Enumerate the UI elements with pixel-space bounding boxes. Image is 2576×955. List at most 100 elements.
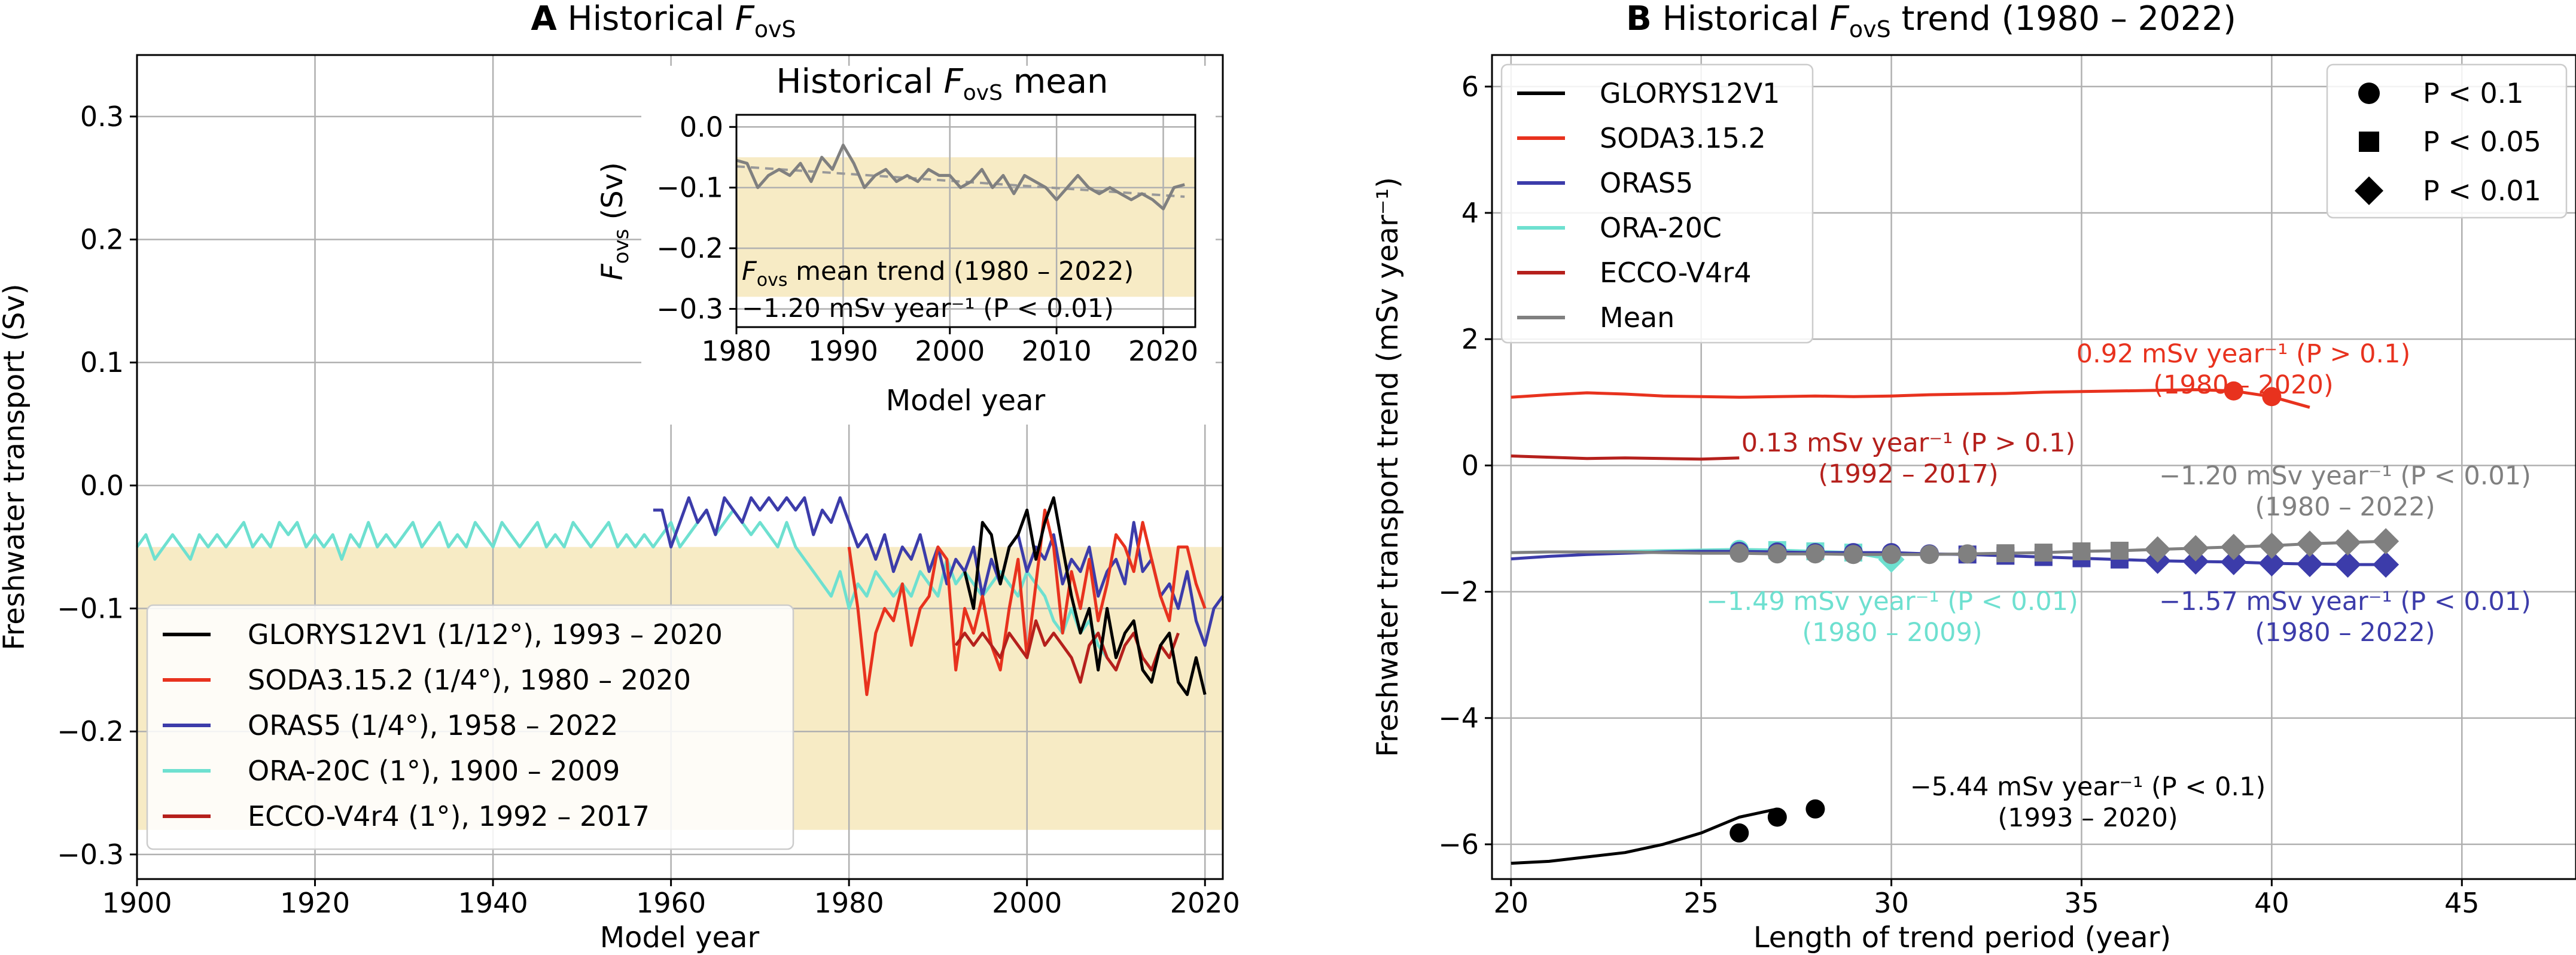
panel-b-ytick-label: 6: [1461, 71, 1479, 103]
panel-b-ytick-label: −4: [1438, 702, 1479, 734]
legend-circle-marker: [2358, 83, 2380, 104]
marker-soda3-15-2-40: [2262, 387, 2282, 407]
marker-mean-29: [1844, 545, 1863, 565]
marker-mean-36: [2111, 541, 2129, 560]
legend-p001-label: P < 0.01: [2423, 175, 2541, 207]
marker-mean-27: [1767, 544, 1787, 564]
marker-soda3-15-2-39: [2224, 381, 2243, 401]
panel-a-legend-entries: GLORYS12V1 (1/12°), 1993 – 2020 SODA3.15…: [163, 618, 723, 832]
legend-b-label-ecco: ECCO-V4r4: [1600, 257, 1752, 289]
panel-b-annotations: 0.92 mSv year⁻¹ (P > 0.1)(1980 – 2020) 0.…: [1706, 339, 2531, 833]
marker-oras5-40: [2258, 550, 2285, 577]
marker-oras5-43: [2373, 551, 2400, 578]
marker-mean-28: [1805, 544, 1825, 564]
legend-b-label-oras5: ORAS5: [1600, 167, 1693, 199]
panel-b-ytick-label: 4: [1461, 197, 1479, 229]
inset-xtick-label: 1980: [701, 335, 771, 367]
panel-a: A Historical FovS 1900 1920 1940 1960 1980 20…: [0, 0, 1240, 954]
marker-mean-34: [2034, 544, 2053, 562]
panel-a-ytick-label: −0.1: [57, 593, 124, 625]
legend-b-label-mean: Mean: [1600, 301, 1674, 334]
marker-mean-33: [1996, 544, 2015, 563]
panel-b-ytick-label: 2: [1461, 323, 1479, 355]
inset-mean: Historical FovS mean Fovs mean trend (19…: [596, 62, 1216, 425]
annotation-mean-period: (1980 – 2022): [2255, 492, 2435, 522]
panel-b-frame: [1491, 54, 2576, 880]
marker-mean-39: [2220, 533, 2247, 560]
inset-grid: [735, 115, 1195, 327]
legend-p005-label: P < 0.05: [2423, 126, 2541, 158]
annotation-ecco-v4r4-period: (1992 – 2017): [1818, 459, 1998, 489]
legend-b-label-ora20c: ORA-20C: [1600, 212, 1722, 244]
legend-label-soda: SODA3.15.2 (1/4°), 1980 – 2020: [248, 664, 691, 696]
legend-diamond-marker: [2355, 176, 2383, 205]
inset-series: [736, 144, 1185, 210]
panel-b-line-ecco-v4r4: [1511, 454, 1740, 461]
inset-xlabel: Model year: [886, 384, 1046, 417]
panel-a-ylabel: Freshwater transport (Sv): [0, 283, 31, 650]
panel-b-line-soda3-15-2: [1511, 388, 2310, 409]
panel-a-x-ticks: 1900 1920 1940 1960 1980 2000 2020: [102, 879, 1240, 919]
panel-b-ytick-label: −2: [1438, 576, 1479, 608]
panel-b-markers: [1729, 381, 2400, 843]
legend-label-ecco: ECCO-V4r4 (1°), 1992 – 2017: [248, 800, 650, 832]
panel-b: B Historical FovS trend (1980 – 2022) 0.…: [1371, 0, 2576, 954]
panel-a-line-glorys12v1: [963, 496, 1207, 696]
panel-a-xtick-label: 1960: [636, 887, 706, 919]
panel-a-ytick-label: −0.2: [57, 715, 124, 747]
panel-a-xtick-label: 1920: [280, 887, 350, 919]
panel-a-xtick-label: 1900: [102, 887, 172, 919]
marker-mean-42: [2334, 529, 2361, 556]
marker-mean-41: [2296, 530, 2323, 557]
legend-label-oras5: ORAS5 (1/4°), 1958 – 2022: [248, 709, 618, 742]
panel-b-xtick-label: 45: [2444, 887, 2480, 919]
panel-a-line-ora-20c: [135, 508, 1109, 659]
marker-mean-30: [1881, 545, 1901, 565]
panel-a-y-ticks: 0.3 0.2 0.1 0.0 −0.1 −0.2 −0.3: [57, 100, 137, 871]
inset-x-ticks: 1980 1990 2000 2010 2020: [701, 327, 1198, 367]
annotation-oras5-period: (1980 – 2022): [2255, 618, 2435, 648]
panel-a-series: [135, 496, 1225, 696]
marker-oras5-38: [2182, 548, 2209, 575]
inset-y-ticks: 0.0 −0.1 −0.2 −0.3: [656, 111, 736, 325]
inset-xtick-label: 2000: [915, 335, 985, 367]
panel-b-xlabel: Length of trend period (year): [1753, 921, 2171, 954]
panel-a-xlabel: Model year: [600, 921, 760, 954]
panel-a-frame: [136, 54, 1224, 880]
panel-b-marker-legend-box: [2326, 63, 2568, 219]
annotation-soda3-15-2-value: 0.92 mSv year⁻¹ (P > 0.1): [2076, 339, 2410, 369]
panel-a-xtick-label: 1980: [814, 887, 884, 919]
annotation-ora-20c-period: (1980 – 2009): [1802, 618, 1982, 648]
marker-mean-37: [2144, 536, 2171, 563]
panel-a-legend: GLORYS12V1 (1/12°), 1993 – 2020 SODA3.15…: [146, 604, 794, 850]
panel-b-legend: GLORYS12V1 SODA3.15.2 ORAS5 ORA-20C ECCO…: [1500, 63, 1814, 344]
legend-label-glorys: GLORYS12V1 (1/12°), 1993 – 2020: [248, 618, 723, 651]
marker-glorys12v1-28: [1805, 799, 1825, 819]
panel-a-xtick-label: 1940: [458, 887, 528, 919]
inset-trend-line: [736, 165, 1185, 198]
panel-b-xtick-label: 35: [2064, 887, 2099, 919]
annotation-oras5-value: −1.57 mSv year⁻¹ (P < 0.01): [2159, 587, 2531, 617]
panel-a-ytick-label: −0.3: [57, 838, 124, 871]
inset-ytick-label: 0.0: [680, 111, 723, 143]
marker-oras5-39: [2220, 548, 2247, 575]
inset-frame: [735, 114, 1196, 328]
legend-b-label-glorys: GLORYS12V1: [1600, 77, 1780, 109]
legend-p01-label: P < 0.1: [2423, 77, 2524, 109]
annotation-mean-value: −1.20 mSv year⁻¹ (P < 0.01): [2159, 461, 2531, 491]
marker-mean-32: [1957, 544, 1977, 564]
panel-b-xtick-label: 25: [1683, 887, 1719, 919]
inset-xtick-label: 2020: [1128, 335, 1198, 367]
panel-b-legend-box: [1500, 63, 1814, 344]
marker-glorys12v1-27: [1767, 807, 1787, 827]
panel-b-line-mean: [1511, 539, 2386, 556]
panel-a-ytick-label: 0.1: [80, 346, 124, 379]
panel-a-xtick-label: 2020: [1170, 887, 1240, 919]
inset-title: Historical FovS mean: [776, 62, 1108, 105]
inset-trend-label: Fovs mean trend (1980 – 2022): [742, 257, 1134, 291]
panel-b-line-glorys12v1: [1511, 807, 1778, 865]
marker-oras5-41: [2296, 551, 2323, 578]
marker-mean-40: [2258, 532, 2285, 559]
panel-a-legend-box: [146, 604, 794, 850]
